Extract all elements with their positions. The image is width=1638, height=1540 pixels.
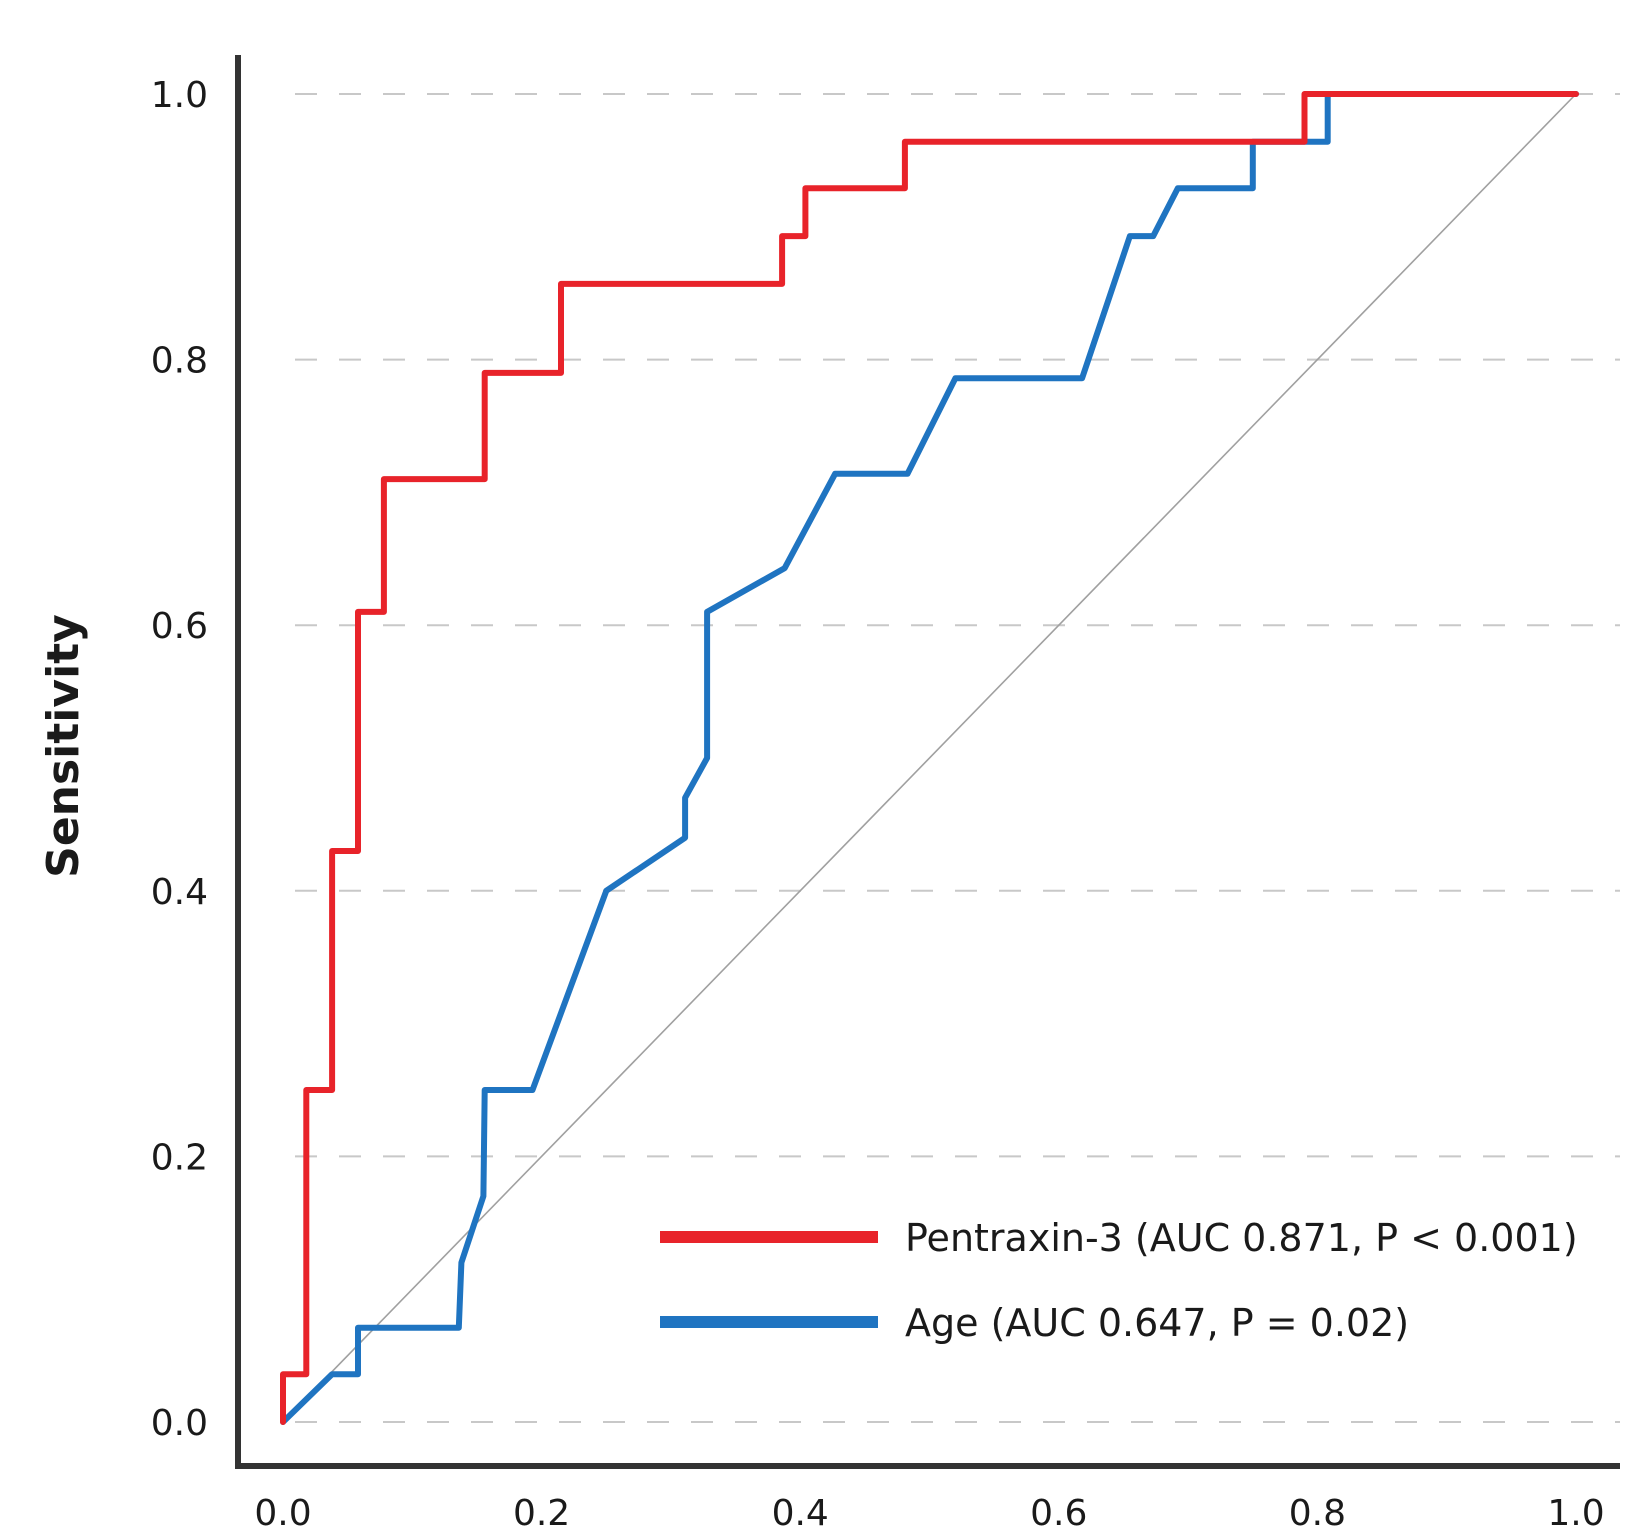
- x-tick-label-5: 1.0: [1547, 1493, 1604, 1534]
- series-layer: [280, 91, 1579, 1425]
- x-tick-label-1: 0.2: [513, 1493, 570, 1534]
- reference-diagonal-line: [282, 93, 1577, 1423]
- series-line-1: [280, 91, 1579, 1425]
- series-line-0: [280, 91, 1579, 1425]
- x-tick-label-4: 0.8: [1289, 1493, 1346, 1534]
- x-tick-label-3: 0.6: [1030, 1493, 1087, 1534]
- y-tick-label-4: 0.8: [151, 341, 208, 382]
- x-tick-label-0: 0.0: [254, 1493, 311, 1534]
- grid-layer: [295, 93, 1620, 1423]
- y-tick-label-3: 0.6: [151, 606, 208, 647]
- y-axis-label: Sensitivity: [38, 614, 89, 878]
- reference-layer: [282, 93, 1577, 1423]
- y-tick-label-1: 0.2: [151, 1137, 208, 1178]
- legend-label-1: Age (AUC 0.647, P = 0.02): [905, 1301, 1409, 1345]
- y-tick-label-0: 0.0: [151, 1403, 208, 1444]
- legend: Pentraxin-3 (AUC 0.871, P < 0.001) Age (A…: [660, 1216, 1578, 1345]
- y-tick-label-5: 1.0: [151, 75, 208, 116]
- x-tick-label-2: 0.4: [772, 1493, 829, 1534]
- legend-label-0: Pentraxin-3 (AUC 0.871, P < 0.001): [905, 1216, 1578, 1260]
- tick-layer: 0.0 0.2 0.4 0.6 0.8 1.0 0.0 0.2 0.4 0.6 0.8 1.0: [151, 75, 1605, 1534]
- y-tick-label-2: 0.4: [151, 872, 208, 913]
- axis-layer: [235, 55, 1620, 1469]
